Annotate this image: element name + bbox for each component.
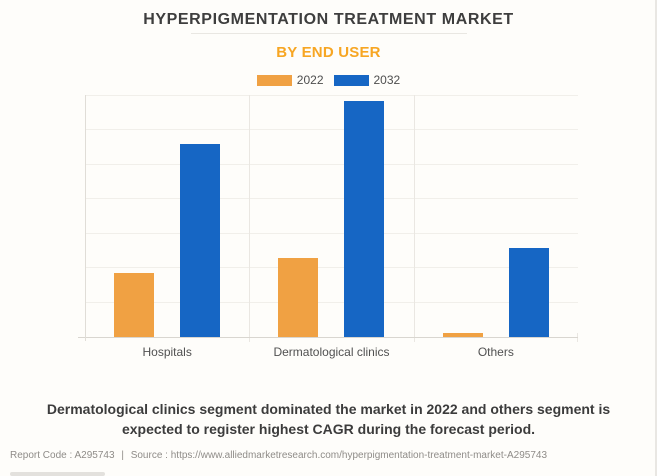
gridline <box>85 163 578 165</box>
gridline <box>85 232 578 234</box>
legend-item-2022[interactable]: 2022 <box>256 73 324 87</box>
report-footer: Report Code : A295743 | Source : https:/… <box>10 450 551 461</box>
gridline <box>85 267 578 269</box>
title-underline <box>190 33 467 34</box>
chart-legend: 2022 2032 <box>0 73 657 87</box>
x-axis-line <box>78 337 578 338</box>
page-title: HYPERPIGMENTATION TREATMENT MARKET <box>143 11 514 28</box>
horizontal-scrollbar-thumb[interactable] <box>10 472 105 476</box>
bar-2032-hospitals[interactable] <box>180 144 220 337</box>
gridline <box>85 301 578 303</box>
category-label: Others <box>477 345 514 359</box>
legend-label: 2032 <box>373 73 401 87</box>
legend-item-2032[interactable]: 2032 <box>333 73 401 87</box>
gridline <box>85 129 578 131</box>
legend-swatch-2032 <box>333 74 369 86</box>
category-label: Dermatological clinics <box>273 345 390 359</box>
chart-summary: Dermatological clinics segment dominated… <box>46 401 611 438</box>
report-source: Source : https://www.alliedmarketresearc… <box>130 450 548 461</box>
y-axis-line <box>85 95 86 341</box>
category-label: Hospitals <box>142 345 192 359</box>
category-group-others: Others <box>414 95 578 359</box>
bar-2032-dermatological-clinics[interactable] <box>344 101 385 337</box>
report-code: Report Code : A295743 <box>10 450 115 461</box>
chart-subtitle: BY END USER <box>276 44 381 61</box>
legend-swatch-2022 <box>256 74 292 86</box>
category-separator <box>249 95 250 342</box>
category-separator <box>414 95 415 342</box>
bar-2022-hospitals[interactable] <box>114 273 154 337</box>
gridline <box>85 94 578 96</box>
vertical-scrollbar-track[interactable] <box>655 0 657 476</box>
bar-2022-others[interactable] <box>442 332 483 337</box>
category-group-hospitals: Hospitals <box>85 95 249 359</box>
bar-2032-others[interactable] <box>508 248 549 337</box>
bar-2022-dermatological-clinics[interactable] <box>278 257 319 337</box>
category-group-dermatological-clinics: Dermatological clinics <box>249 95 413 359</box>
footer-divider: | <box>121 450 124 461</box>
legend-label: 2022 <box>296 73 324 87</box>
gridline <box>85 198 578 200</box>
bar-chart: Hospitals Dermatological clinics Others <box>78 94 578 359</box>
